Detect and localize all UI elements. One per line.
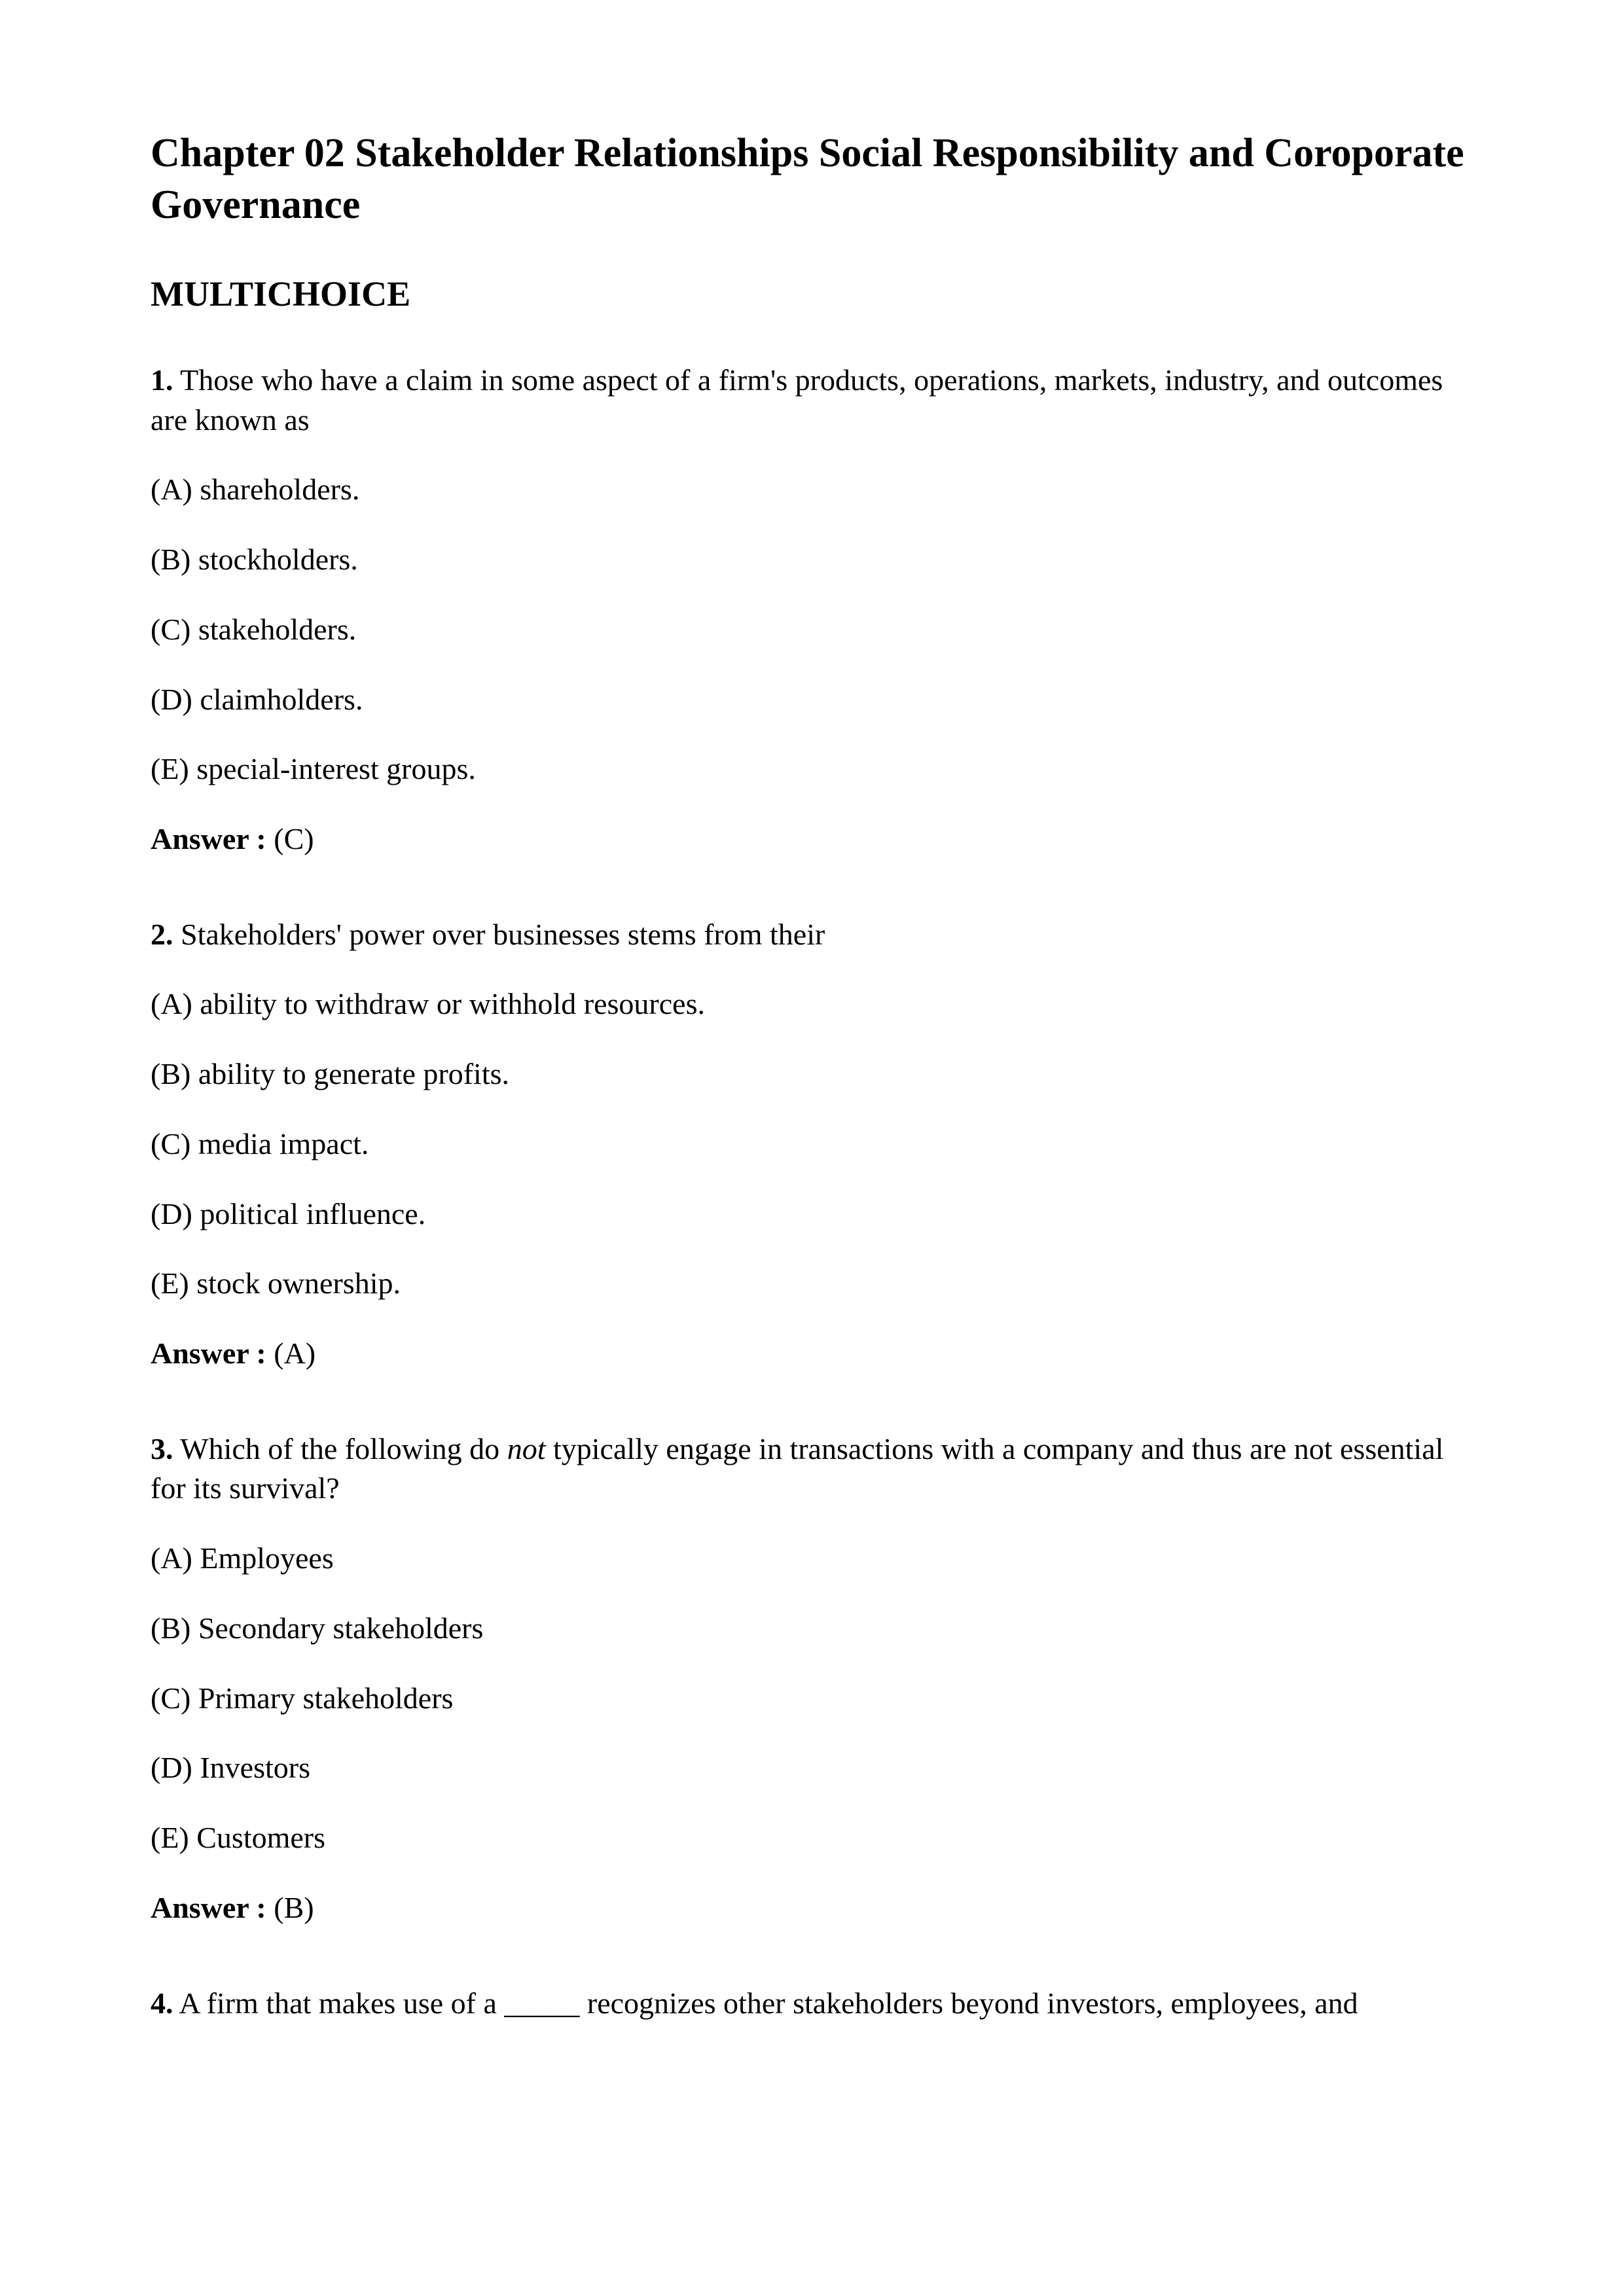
- option-b: (B) ability to generate profits.: [151, 1054, 1473, 1094]
- question-number: 1.: [151, 363, 173, 397]
- option-e: (E) stock ownership.: [151, 1264, 1473, 1304]
- option-b: (B) stockholders.: [151, 540, 1473, 580]
- question-text-before: Which of the following do: [173, 1432, 507, 1465]
- question-stem: 1. Those who have a claim in some aspect…: [151, 361, 1473, 440]
- answer-line: Answer : (C): [151, 819, 1473, 859]
- question-stem: 2. Stakeholders' power over businesses s…: [151, 915, 1473, 955]
- question-number: 4.: [151, 1986, 173, 2020]
- option-d: (D) claimholders.: [151, 680, 1473, 720]
- answer-line: Answer : (A): [151, 1334, 1473, 1374]
- option-a: (A) ability to withdraw or withhold reso…: [151, 984, 1473, 1024]
- option-c: (C) Primary stakeholders: [151, 1679, 1473, 1719]
- question-number: 2.: [151, 918, 173, 951]
- option-e: (E) Customers: [151, 1818, 1473, 1858]
- option-b: (B) Secondary stakeholders: [151, 1609, 1473, 1649]
- answer-line: Answer : (B): [151, 1888, 1473, 1928]
- option-d: (D) Investors: [151, 1748, 1473, 1788]
- answer-value: (C): [266, 822, 314, 855]
- question-text: A firm that makes use of a _____ recogni…: [173, 1986, 1358, 2020]
- option-c: (C) media impact.: [151, 1124, 1473, 1164]
- answer-value: (B): [266, 1891, 314, 1924]
- answer-label: Answer :: [151, 1891, 266, 1924]
- answer-value: (A): [266, 1336, 316, 1370]
- question-text-italic: not: [507, 1432, 546, 1465]
- question-stem: 4. A firm that makes use of a _____ reco…: [151, 1984, 1473, 2024]
- question-number: 3.: [151, 1432, 173, 1465]
- option-a: (A) Employees: [151, 1539, 1473, 1579]
- question-stem: 3. Which of the following do not typical…: [151, 1429, 1473, 1509]
- answer-label: Answer :: [151, 1336, 266, 1370]
- option-e: (E) special-interest groups.: [151, 749, 1473, 789]
- question-text: Stakeholders' power over businesses stem…: [173, 918, 825, 951]
- option-d: (D) political influence.: [151, 1194, 1473, 1234]
- question-text: Those who have a claim in some aspect of…: [151, 363, 1443, 437]
- page-title: Chapter 02 Stakeholder Relationships Soc…: [151, 128, 1473, 232]
- option-c: (C) stakeholders.: [151, 610, 1473, 650]
- section-heading: MULTICHOICE: [151, 271, 1473, 317]
- option-a: (A) shareholders.: [151, 470, 1473, 510]
- answer-label: Answer :: [151, 822, 266, 855]
